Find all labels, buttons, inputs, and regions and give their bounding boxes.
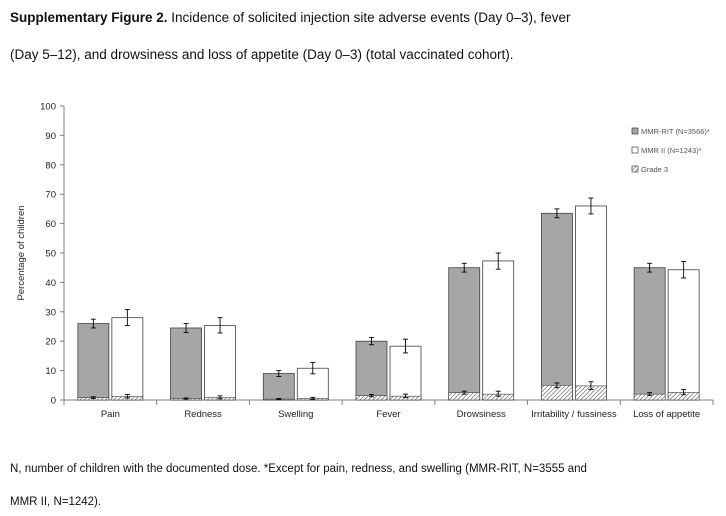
y-tick-label: 60	[45, 219, 56, 230]
bar-mmr-rit	[448, 267, 481, 401]
x-tick-label: Pain	[101, 409, 120, 420]
chart-axes: 0 10 20 30 40 50 60 70 80 90 100 Percentage of chil…	[16, 102, 714, 420]
y-tick-label: 70	[45, 190, 56, 201]
y-tick-label: 100	[40, 102, 56, 113]
footnote-line-2: MMR II, N=1242).	[10, 496, 102, 508]
y-tick-label: 10	[45, 366, 56, 377]
bar-mmr-ii	[667, 269, 700, 401]
x-tick-label: Fever	[376, 409, 400, 420]
y-tick-label: 30	[45, 307, 56, 318]
bar-mmr-rit	[170, 327, 202, 401]
bar-mmr-ii	[111, 317, 144, 401]
x-tick-label: Loss of appetite	[633, 409, 700, 420]
figure-caption-line-2: (Day 5–12), and drowsiness and loss of a…	[10, 47, 514, 62]
chart-legend: MMR-RIT (N=3566)* MMR II (N=1243)* Grade 3	[631, 127, 710, 174]
bar-mmr-rit	[633, 267, 666, 401]
x-tick-label: Irritability / fussiness	[531, 409, 617, 420]
legend-swatch	[631, 165, 639, 173]
y-tick-label: 20	[45, 337, 56, 348]
legend-swatch	[631, 146, 639, 154]
y-tick-label: 80	[45, 160, 56, 171]
bar-mmr-rit	[355, 340, 388, 401]
bar-mmr-rit	[77, 323, 110, 401]
bar-mmr-ii	[482, 260, 515, 401]
y-tick-label: 0	[51, 396, 56, 407]
bar-mmr-ii	[204, 325, 236, 401]
legend-label: MMR-RIT (N=3566)*	[641, 127, 710, 136]
y-tick-label: 40	[45, 278, 56, 289]
figure-caption-text: Incidence of solicited injection site ad…	[167, 10, 571, 25]
legend-label: MMR II (N=1243)*	[641, 146, 702, 155]
figure-caption-line-1: Supplementary Figure 2. Incidence of sol…	[10, 9, 571, 27]
y-axis-label: Percentage of children	[16, 205, 27, 300]
x-tick-label: Drowsiness	[457, 409, 506, 420]
bar-mmr-rit	[262, 373, 295, 401]
footnote-line-1: N, number of children with the documente…	[10, 463, 587, 475]
x-tick-label: Swelling	[278, 409, 313, 420]
y-tick-label: 90	[45, 131, 56, 142]
bar-mmr-ii	[575, 205, 607, 401]
bar-mmr-ii	[389, 345, 422, 401]
chart-bars	[77, 197, 700, 401]
legend-swatch	[631, 127, 639, 135]
legend-label: Grade 3	[641, 165, 668, 174]
figure-label: Supplementary Figure 2.	[10, 10, 168, 25]
x-tick-label: Redness	[184, 409, 222, 420]
y-tick-label: 50	[45, 249, 56, 260]
bar-mmr-rit	[541, 212, 573, 401]
